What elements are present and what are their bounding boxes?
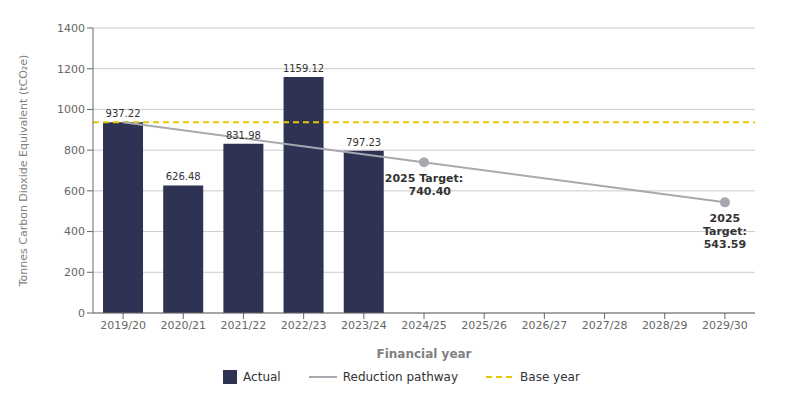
svg-text:600: 600 xyxy=(64,185,85,198)
svg-text:2019/20: 2019/20 xyxy=(100,319,146,332)
svg-text:937.22: 937.22 xyxy=(106,108,141,119)
svg-text:0: 0 xyxy=(78,307,85,320)
svg-text:2025Target:543.59: 2025Target:543.59 xyxy=(703,212,747,251)
html-text:Reduction pathway: Reduction pathway xyxy=(342,370,459,384)
svg-text:200: 200 xyxy=(64,266,85,279)
svg-text:797.23: 797.23 xyxy=(346,137,381,148)
svg-text:1400: 1400 xyxy=(57,22,85,35)
svg-text:2025 Target: 740.40: 2025 Target: 740.40 xyxy=(385,172,463,198)
svg-text:2023/24: 2023/24 xyxy=(341,319,387,332)
html-text:Base year: Base year xyxy=(520,370,580,384)
svg-text:Tonnes Carbon Dioxide Equivale: Tonnes Carbon Dioxide Equivalent (tCO₂e) xyxy=(17,55,30,288)
svg-text:2020/21: 2020/21 xyxy=(160,319,206,332)
svg-text:626.48: 626.48 xyxy=(166,171,201,182)
svg-text:400: 400 xyxy=(64,225,85,238)
svg-text:2026/27: 2026/27 xyxy=(522,319,568,332)
svg-text:2022/23: 2022/23 xyxy=(281,319,327,332)
svg-text:2028/29: 2028/29 xyxy=(642,319,688,332)
html-text:Actual: Actual xyxy=(243,370,281,384)
svg-text:2024/25: 2024/25 xyxy=(401,319,447,332)
svg-text:2027/28: 2027/28 xyxy=(582,319,628,332)
svg-text:2021/22: 2021/22 xyxy=(221,319,267,332)
svg-text:1200: 1200 xyxy=(57,63,85,76)
svg-text:2029/30: 2029/30 xyxy=(702,319,748,332)
svg-text:831.98: 831.98 xyxy=(226,130,261,141)
svg-text:800: 800 xyxy=(64,144,85,157)
svg-text:1159.12: 1159.12 xyxy=(283,63,324,74)
svg-text:Financial year: Financial year xyxy=(376,347,471,361)
svg-text:1000: 1000 xyxy=(57,103,85,116)
svg-text:2025/26: 2025/26 xyxy=(461,319,507,332)
